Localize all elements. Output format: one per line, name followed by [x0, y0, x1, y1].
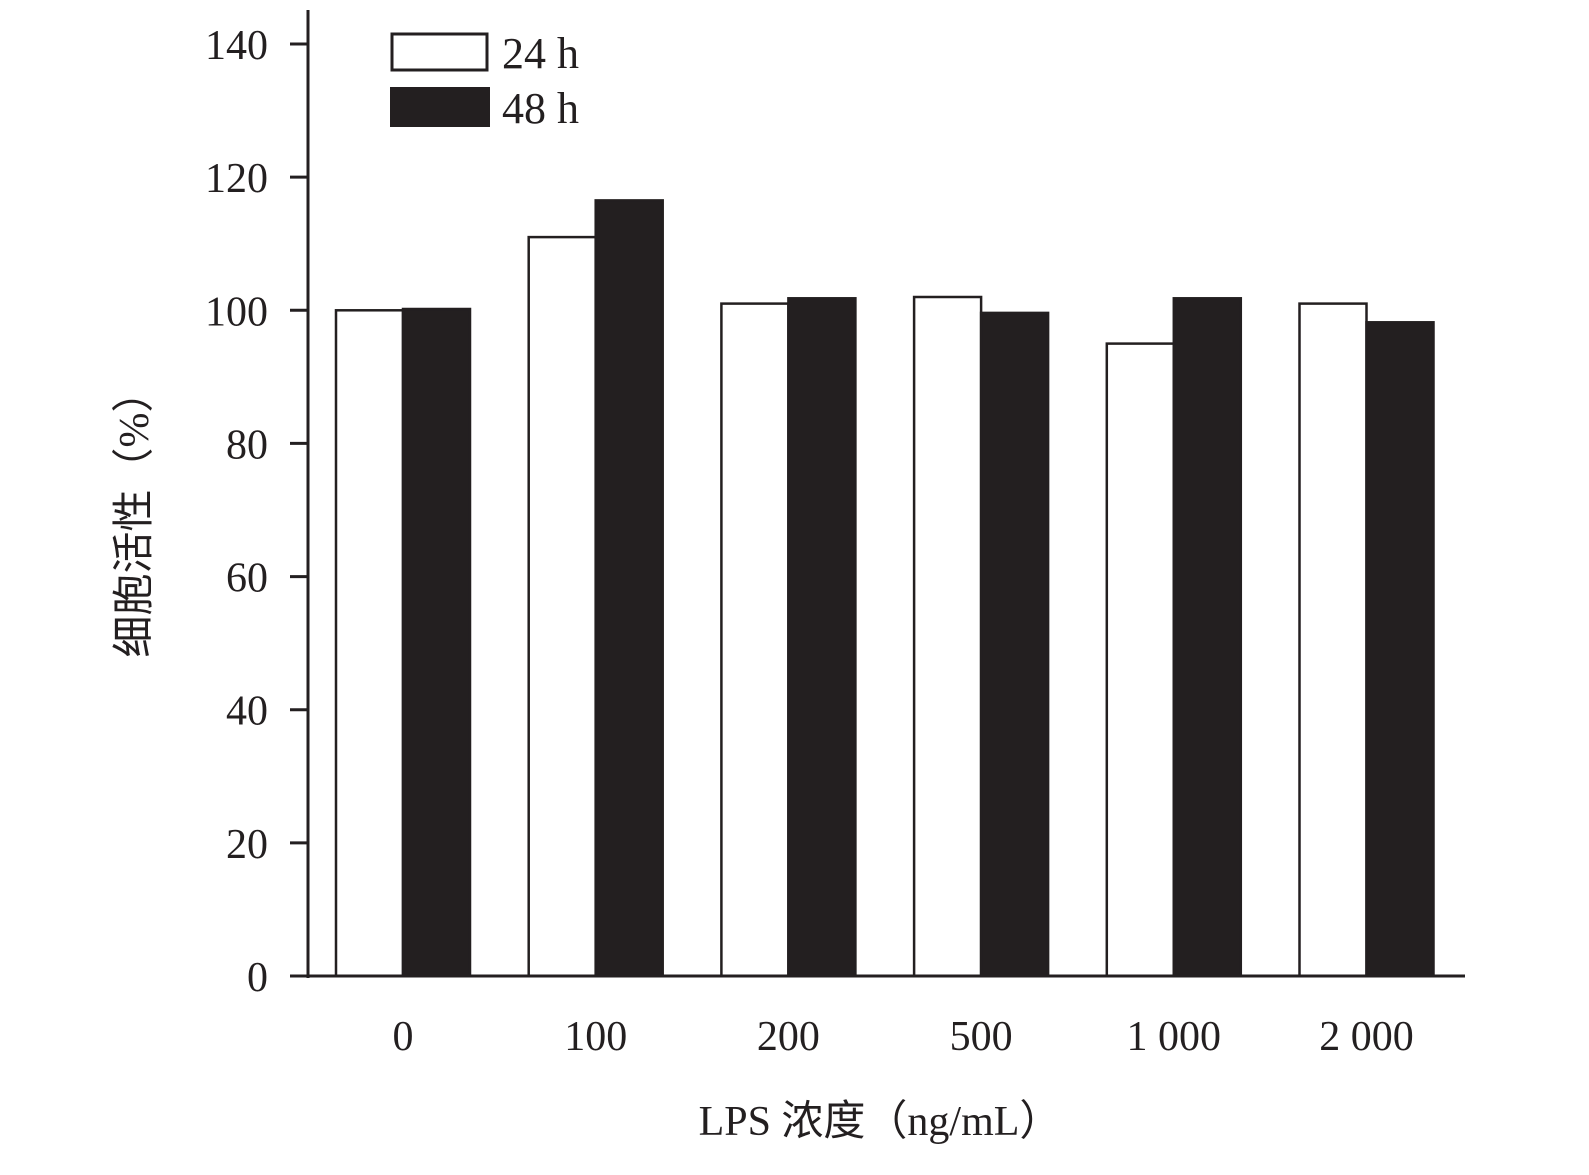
legend-label-24h: 24 h [502, 29, 579, 78]
y-tick-label: 40 [226, 689, 268, 735]
y-tick-label: 120 [205, 156, 268, 202]
y-tick-label: 60 [226, 556, 268, 602]
x-tick-label: 200 [757, 1014, 820, 1060]
legend: 24 h 48 h [390, 29, 579, 133]
bar-24h-200 [720, 302, 790, 978]
x-axis-title: LPS 浓度（ng/mL） [699, 1099, 1062, 1145]
bar-48h-2000 [1365, 321, 1435, 978]
bar-48h-500 [979, 311, 1050, 978]
bar-24h-500 [912, 295, 983, 978]
x-tick-label: 2 000 [1319, 1014, 1414, 1060]
bars-group [334, 199, 1435, 978]
bar-24h-0 [334, 309, 405, 978]
bar-24h-2000 [1298, 302, 1368, 978]
x-tick-label: 500 [950, 1014, 1013, 1060]
bar-48h-1000 [1172, 297, 1243, 978]
y-tick-label: 140 [205, 23, 268, 69]
y-tick-label: 0 [247, 955, 268, 1001]
legend-label-48h: 48 h [502, 84, 579, 133]
y-tick-label: 80 [226, 422, 268, 468]
legend-swatch-48h [390, 87, 490, 127]
y-axis-title: 细胞活性（%） [112, 371, 158, 658]
bar-48h-0 [401, 307, 472, 978]
bar-24h-100 [527, 235, 597, 978]
bar-48h-200 [787, 297, 857, 978]
bar-48h-100 [594, 199, 664, 978]
legend-swatch-24h [390, 32, 489, 72]
x-category-labels-group: 0 100 200 500 1 000 2 000 [393, 1014, 1414, 1060]
x-tick-label: 1 000 [1127, 1014, 1222, 1060]
y-ticks-group: 0 20 40 60 80 100 120 140 [205, 23, 308, 1001]
bar-24h-1000 [1105, 342, 1176, 978]
x-tick-label: 100 [564, 1014, 627, 1060]
x-tick-label: 0 [393, 1014, 414, 1060]
y-tick-label: 100 [205, 289, 268, 335]
y-tick-label: 20 [226, 822, 268, 868]
axes-group [306, 10, 1465, 978]
